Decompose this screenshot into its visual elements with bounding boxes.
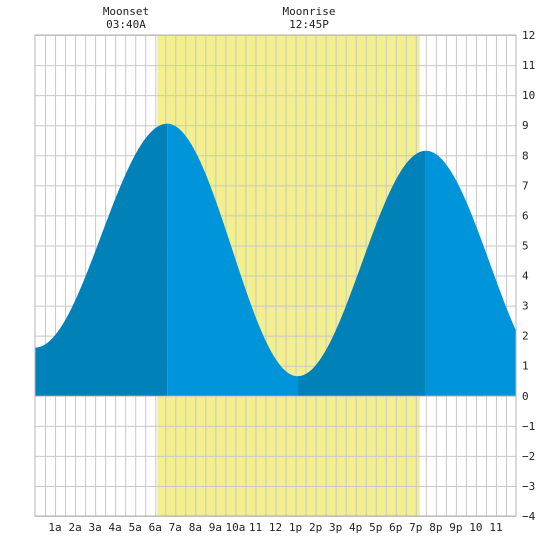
y-tick-label: 9: [522, 119, 529, 132]
y-tick-label: −1: [522, 420, 535, 433]
moonset-time: 03:40A: [106, 18, 146, 31]
y-tick-label: 0: [522, 390, 529, 403]
y-tick-label: 5: [522, 239, 529, 252]
y-tick-label: 12: [522, 29, 535, 42]
x-tick-label: 6a: [149, 521, 162, 534]
y-tick-label: −4: [522, 510, 536, 523]
y-tick-label: −3: [522, 480, 535, 493]
x-tick-label: 8p: [429, 521, 442, 534]
y-tick-label: 4: [522, 270, 529, 283]
y-tick-label: 7: [522, 179, 529, 192]
x-tick-label: 3a: [89, 521, 102, 534]
x-tick-label: 2a: [68, 521, 81, 534]
moonrise-time: 12:45P: [289, 18, 329, 31]
y-tick-label: 3: [522, 300, 529, 313]
x-tick-label: 4p: [349, 521, 362, 534]
x-tick-label: 11: [249, 521, 262, 534]
x-tick-label: 5p: [369, 521, 382, 534]
tide-layer: [35, 123, 516, 396]
x-tick-label: 1p: [289, 521, 302, 534]
y-tick-label: 1: [522, 360, 529, 373]
y-tick-label: −2: [522, 450, 535, 463]
plot-frame: [34, 34, 517, 517]
x-tick-label: 7p: [409, 521, 422, 534]
x-tick-label: 10a: [225, 521, 245, 534]
label-layer: 1a 2a 3a 4a 5a 6a 7a 8a 9a 10a 11 12 1p 2p 3p 4p 5p 6p 7p 8…: [48, 29, 535, 534]
x-tick-label: 7a: [169, 521, 182, 534]
tide-rising-segment: [297, 150, 426, 396]
x-tick-label: 1a: [48, 521, 61, 534]
y-tick-label: 11: [522, 59, 535, 72]
x-tick-label: 3p: [329, 521, 342, 534]
tide-falling-segment: [167, 123, 298, 396]
x-tick-label: 2p: [309, 521, 322, 534]
x-tick-label: 4a: [109, 521, 122, 534]
x-tick-label: 11: [489, 521, 502, 534]
moonrise-label: Moonrise: [283, 5, 336, 18]
moonset-label: Moonset: [103, 5, 149, 18]
y-tick-label: 6: [522, 209, 529, 222]
y-tick-label: 2: [522, 330, 529, 343]
x-tick-label: 6p: [389, 521, 402, 534]
x-tick-label: 12: [269, 521, 282, 534]
y-tick-label: 8: [522, 149, 529, 162]
x-tick-label: 8a: [189, 521, 202, 534]
y-tick-label: 10: [522, 89, 535, 102]
x-tick-label: 9a: [209, 521, 222, 534]
tide-falling-segment: [425, 150, 516, 396]
tide-rising-segment: [35, 123, 168, 396]
x-tick-label: 9p: [449, 521, 462, 534]
x-tick-label: 5a: [129, 521, 142, 534]
x-tick-label: 10: [469, 521, 482, 534]
